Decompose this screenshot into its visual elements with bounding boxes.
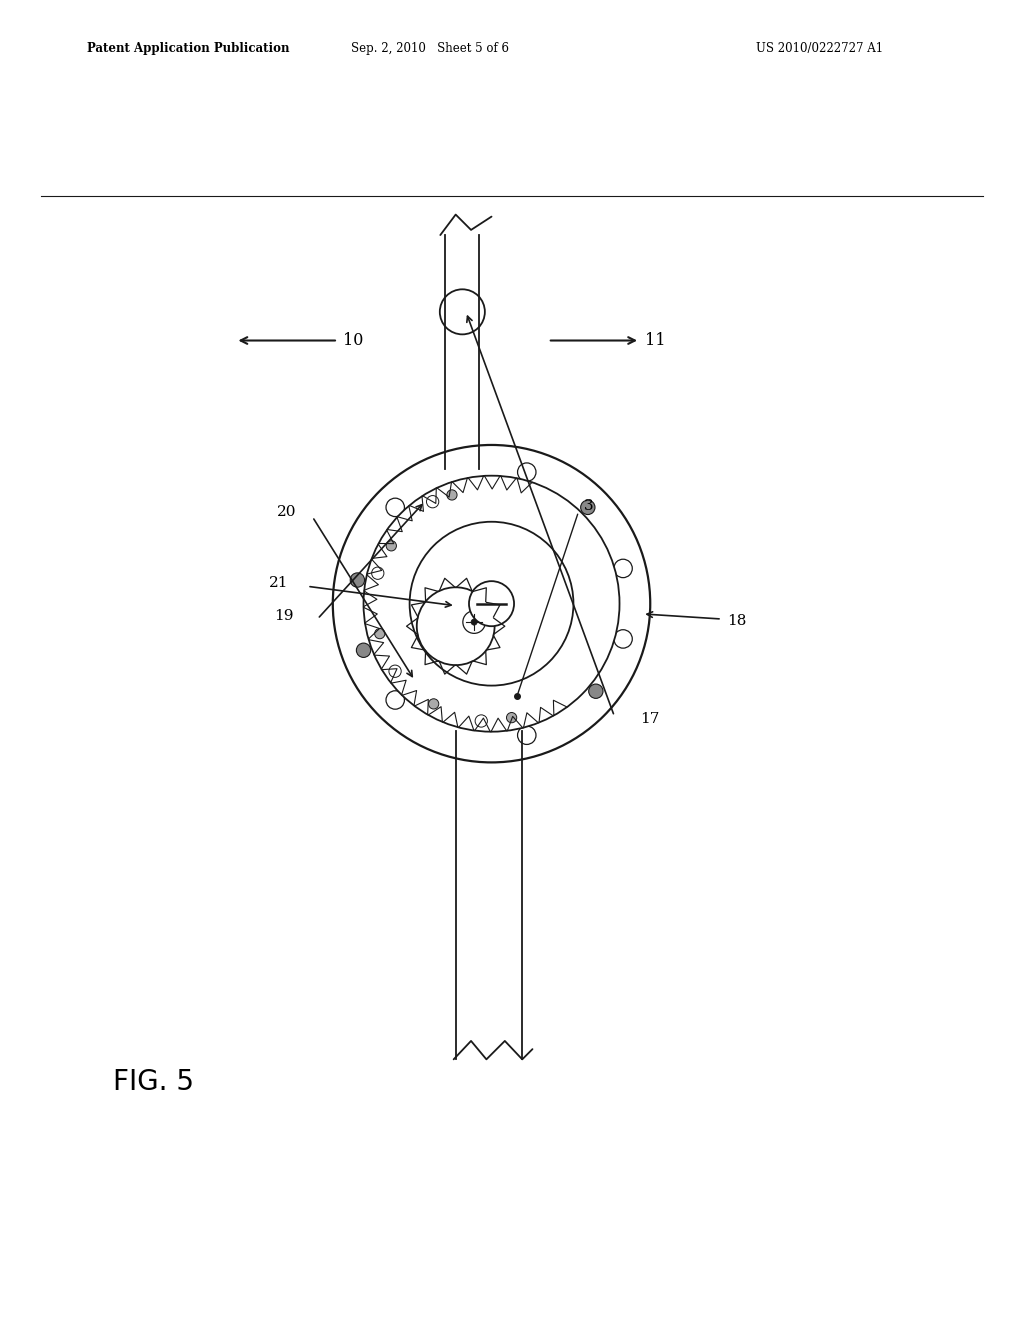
Circle shape [333, 445, 650, 763]
Circle shape [475, 715, 487, 727]
Circle shape [589, 684, 603, 698]
Circle shape [428, 698, 438, 709]
Circle shape [426, 495, 438, 508]
Text: 20: 20 [276, 504, 296, 519]
Circle shape [417, 587, 495, 665]
Text: 19: 19 [274, 609, 294, 623]
Circle shape [440, 289, 485, 334]
Circle shape [517, 726, 536, 744]
Text: 21: 21 [269, 577, 289, 590]
Circle shape [386, 498, 404, 516]
Text: 3: 3 [584, 499, 593, 513]
Circle shape [446, 490, 457, 500]
Text: Sep. 2, 2010   Sheet 5 of 6: Sep. 2, 2010 Sheet 5 of 6 [351, 42, 509, 55]
Circle shape [389, 665, 401, 677]
Text: US 2010/0222727 A1: US 2010/0222727 A1 [756, 42, 883, 55]
Circle shape [613, 630, 632, 648]
Circle shape [463, 611, 485, 634]
Circle shape [410, 521, 573, 685]
Circle shape [375, 628, 385, 639]
Circle shape [507, 713, 517, 723]
Circle shape [372, 568, 384, 579]
Text: 11: 11 [645, 333, 666, 348]
Circle shape [471, 619, 477, 626]
Text: 17: 17 [640, 713, 659, 726]
Circle shape [613, 560, 632, 578]
Text: 10: 10 [343, 333, 364, 348]
Circle shape [386, 541, 396, 550]
Circle shape [517, 463, 536, 482]
Circle shape [386, 690, 404, 709]
Circle shape [581, 500, 595, 515]
Circle shape [350, 573, 365, 587]
Text: 18: 18 [727, 614, 746, 628]
Circle shape [364, 475, 620, 731]
Circle shape [356, 643, 371, 657]
Text: FIG. 5: FIG. 5 [113, 1068, 194, 1096]
Circle shape [469, 581, 514, 626]
Text: Patent Application Publication: Patent Application Publication [87, 42, 290, 55]
